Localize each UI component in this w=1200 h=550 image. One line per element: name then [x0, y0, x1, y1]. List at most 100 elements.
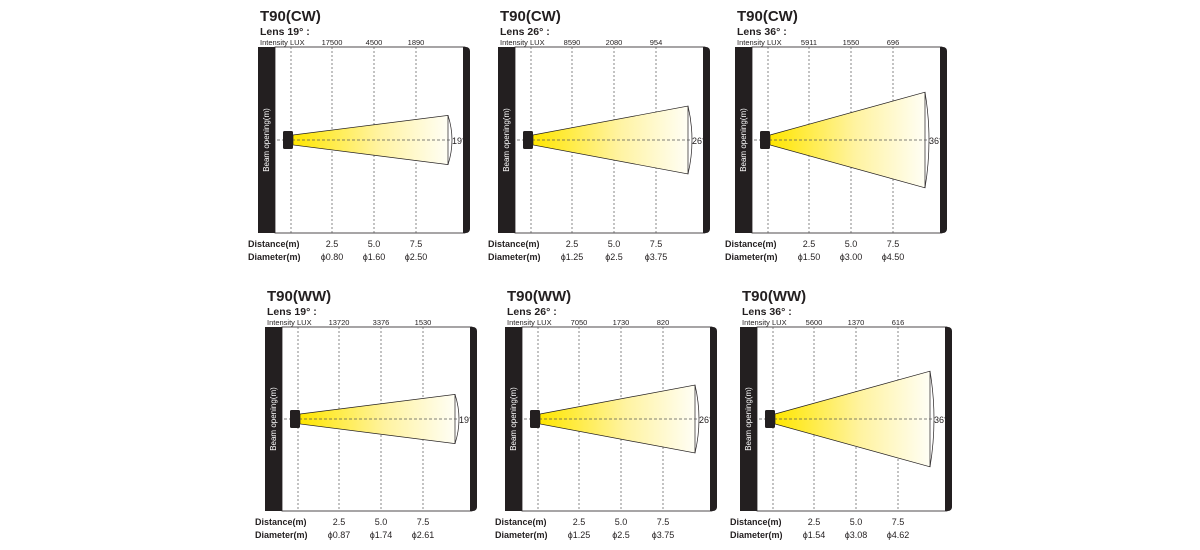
lens-label: Lens 36° : — [737, 26, 787, 38]
angle-arc — [454, 394, 460, 444]
fixture-icon — [530, 410, 540, 428]
beam-panel: T90(WW)Lens 36° :Intensity LUX 5600 1370 61… — [730, 288, 952, 540]
distance-value: 2.5 — [326, 239, 339, 249]
lux-value: 616 — [892, 318, 905, 327]
beam-angle-label: 19° — [452, 136, 466, 146]
diameter-label: Diameter(m) — [488, 252, 541, 262]
lux-value: 820 — [657, 318, 670, 327]
distance-value: 7.5 — [417, 517, 430, 527]
lux-value: 3376 — [373, 318, 390, 327]
screen-bar — [940, 47, 947, 233]
panel-title: T90(WW) — [267, 288, 331, 305]
beam-angle-label: 26° — [699, 415, 713, 425]
distance-value: 5.0 — [608, 239, 621, 249]
diameter-label: Diameter(m) — [725, 252, 778, 262]
lux-value: 7050 — [571, 318, 588, 327]
wall-bar — [740, 327, 757, 511]
axis-label: Beam opening(m) — [744, 387, 753, 451]
intensity-label: Intensity LUX — [267, 318, 312, 327]
diameter-value: ϕ1.74 — [370, 530, 393, 540]
diameter-value: ϕ0.87 — [328, 530, 351, 540]
distance-value: 5.0 — [615, 517, 628, 527]
lux-value: 696 — [887, 38, 900, 47]
distance-value: 5.0 — [845, 239, 858, 249]
distance-label: Distance(m) — [495, 517, 547, 527]
distance-value: 2.5 — [803, 239, 816, 249]
distance-value: 7.5 — [892, 517, 905, 527]
intensity-label: Intensity LUX — [260, 38, 305, 47]
beam-panel: T90(CW)Lens 26° :Intensity LUX 8590 2080 95… — [488, 8, 710, 262]
intensity-label: Intensity LUX — [500, 38, 545, 47]
lux-value: 5600 — [806, 318, 823, 327]
diameter-value: ϕ1.60 — [363, 252, 386, 262]
lux-value: 2080 — [606, 38, 623, 47]
diameter-value: ϕ1.25 — [568, 530, 591, 540]
fixture-icon — [283, 131, 293, 149]
distance-value: 2.5 — [808, 517, 821, 527]
lux-value: 4500 — [366, 38, 383, 47]
panel-title: T90(CW) — [737, 8, 798, 25]
lux-value: 1370 — [848, 318, 865, 327]
diameter-value: ϕ0.80 — [321, 252, 344, 262]
diameter-label: Diameter(m) — [730, 530, 783, 540]
lux-value: 17500 — [322, 38, 343, 47]
lux-value: 954 — [650, 38, 663, 47]
fixture-icon — [760, 131, 770, 149]
distance-value: 7.5 — [887, 239, 900, 249]
panel-title: T90(WW) — [742, 288, 806, 305]
fixture-icon — [765, 410, 775, 428]
beam-angle-label: 36° — [929, 136, 943, 146]
distance-label: Distance(m) — [725, 239, 777, 249]
distance-label: Distance(m) — [488, 239, 540, 249]
diameter-value: ϕ1.50 — [798, 252, 821, 262]
diameter-value: ϕ1.25 — [561, 252, 584, 262]
distance-value: 7.5 — [410, 239, 423, 249]
beam-panel: T90(WW)Lens 19° :Intensity LUX 13720 3376 1… — [255, 288, 477, 540]
panel-title: T90(WW) — [507, 288, 571, 305]
panel-title: T90(CW) — [500, 8, 561, 25]
panel-title: T90(CW) — [260, 8, 321, 25]
diameter-value: ϕ4.62 — [887, 530, 910, 540]
beam-panel: T90(CW)Lens 36° :Intensity LUX 5911 1550 69… — [725, 8, 947, 262]
diameter-value: ϕ3.08 — [845, 530, 868, 540]
lens-label: Lens 19° : — [267, 306, 317, 318]
diameter-value: ϕ4.50 — [882, 252, 905, 262]
distance-value: 5.0 — [375, 517, 388, 527]
intensity-label: Intensity LUX — [737, 38, 782, 47]
diameter-value: ϕ2.5 — [605, 252, 623, 262]
wall-bar — [258, 47, 275, 233]
lens-label: Lens 26° : — [507, 306, 557, 318]
lux-value: 1530 — [415, 318, 432, 327]
screen-bar — [470, 327, 477, 511]
axis-label: Beam opening(m) — [262, 108, 271, 172]
beam-angle-label: 19° — [459, 415, 473, 425]
diameter-value: ϕ3.75 — [645, 252, 668, 262]
beam-angle-label: 36° — [934, 415, 948, 425]
lens-label: Lens 19° : — [260, 26, 310, 38]
distance-value: 2.5 — [573, 517, 586, 527]
intensity-label: Intensity LUX — [742, 318, 787, 327]
diameter-value: ϕ1.54 — [803, 530, 826, 540]
angle-arc — [447, 115, 453, 165]
diameter-value: ϕ2.61 — [412, 530, 435, 540]
distance-label: Distance(m) — [730, 517, 782, 527]
intensity-label: Intensity LUX — [507, 318, 552, 327]
distance-label: Distance(m) — [255, 517, 307, 527]
distance-value: 7.5 — [650, 239, 663, 249]
diameter-label: Diameter(m) — [495, 530, 548, 540]
lux-value: 1550 — [843, 38, 860, 47]
lux-value: 8590 — [564, 38, 581, 47]
axis-label: Beam opening(m) — [509, 387, 518, 451]
screen-bar — [703, 47, 710, 233]
distance-value: 2.5 — [333, 517, 346, 527]
beam-angle-label: 26° — [692, 136, 706, 146]
angle-arc — [924, 92, 930, 188]
lens-label: Lens 26° : — [500, 26, 550, 38]
screen-bar — [945, 327, 952, 511]
wall-bar — [265, 327, 282, 511]
fixture-icon — [290, 410, 300, 428]
wall-bar — [735, 47, 752, 233]
axis-label: Beam opening(m) — [502, 108, 511, 172]
diameter-value: ϕ3.75 — [652, 530, 675, 540]
distance-value: 7.5 — [657, 517, 670, 527]
